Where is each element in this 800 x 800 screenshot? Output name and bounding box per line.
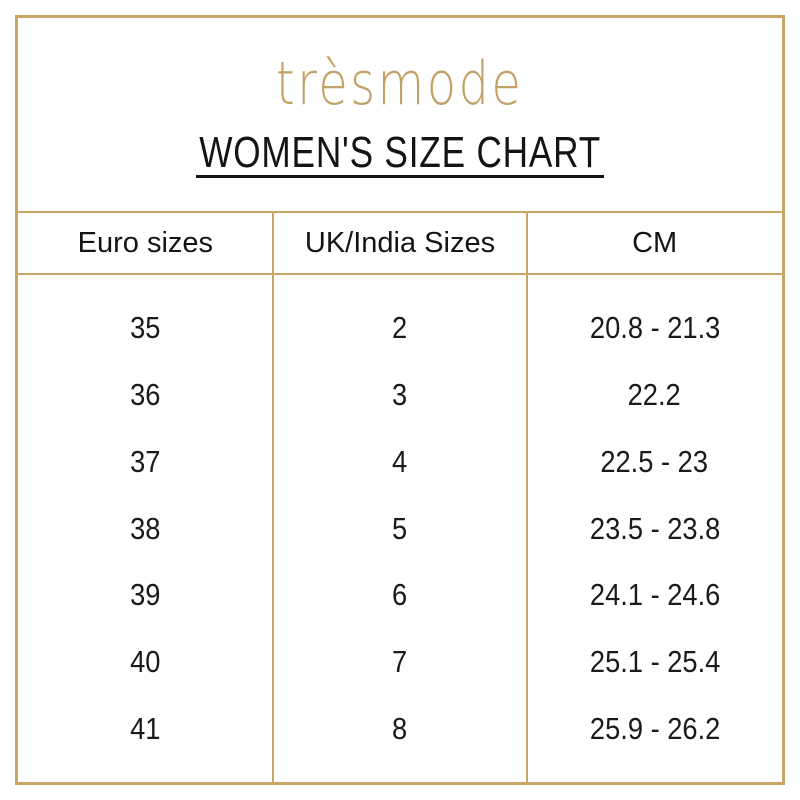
cm-range-value: 22.5 - 23 — [600, 443, 709, 479]
column-header-euro-sizes: Euro sizes — [77, 226, 214, 259]
uk-india-size-cell: 5 — [273, 495, 528, 562]
table-row: 37 4 22.5 - 23 — [18, 428, 782, 495]
cm-range-value: 20.8 - 21.3 — [589, 310, 720, 346]
cm-range-cell: 23.5 - 23.8 — [527, 495, 782, 562]
column-header-cm: CM — [632, 226, 678, 259]
euro-size-cell: 39 — [18, 562, 273, 629]
uk-india-size-cell: 8 — [273, 695, 528, 762]
uk-india-size-cell: 7 — [273, 629, 528, 696]
cm-range-value: 24.1 - 24.6 — [589, 577, 720, 613]
table-row: 38 5 23.5 - 23.8 — [18, 495, 782, 562]
table-body: 35 2 20.8 - 21.3 36 3 22.2 37 4 22.5 - 2… — [18, 275, 782, 782]
uk-india-size-cell: 4 — [273, 428, 528, 495]
uk-india-size-value: 4 — [392, 443, 408, 479]
table-row: 36 3 22.2 — [18, 362, 782, 429]
uk-india-size-cell: 2 — [273, 295, 528, 362]
column-header-uk-india-sizes: UK/India Sizes — [304, 226, 496, 259]
euro-size-cell: 36 — [18, 362, 273, 429]
table-row: 40 7 25.1 - 25.4 — [18, 629, 782, 696]
cm-range-cell: 22.5 - 23 — [527, 428, 782, 495]
cm-range-cell: 20.8 - 21.3 — [527, 295, 782, 362]
euro-size-cell: 41 — [18, 695, 273, 762]
column-divider — [271, 211, 274, 782]
brand-logo: trèsmode — [276, 49, 524, 119]
uk-india-size-value: 3 — [392, 377, 408, 413]
title-row: WOMEN'S SIZE CHART — [18, 131, 782, 178]
table-row: 39 6 24.1 - 24.6 — [18, 562, 782, 629]
euro-size-cell: 38 — [18, 495, 273, 562]
euro-size-cell: 37 — [18, 428, 273, 495]
cm-range-value: 22.2 — [628, 377, 682, 413]
euro-size-value: 35 — [130, 310, 161, 346]
euro-size-value: 39 — [130, 577, 161, 613]
uk-india-size-value: 2 — [392, 310, 408, 346]
uk-india-size-value: 6 — [392, 577, 408, 613]
column-divider — [526, 211, 529, 782]
gold-frame: trèsmode WOMEN'S SIZE CHART Euro sizes U… — [15, 15, 785, 785]
euro-size-value: 36 — [130, 377, 161, 413]
euro-size-value: 40 — [130, 643, 161, 679]
euro-size-value: 37 — [130, 443, 161, 479]
brand-area: trèsmode WOMEN'S SIZE CHART — [18, 18, 782, 211]
euro-size-value: 38 — [130, 510, 161, 546]
table-row: 41 8 25.9 - 26.2 — [18, 695, 782, 762]
table-header-row: Euro sizes UK/India Sizes CM — [18, 211, 782, 275]
euro-size-cell: 40 — [18, 629, 273, 696]
cm-range-value: 25.9 - 26.2 — [589, 710, 720, 746]
cm-range-value: 23.5 - 23.8 — [589, 510, 720, 546]
uk-india-size-cell: 6 — [273, 562, 528, 629]
size-table: Euro sizes UK/India Sizes CM 35 2 20.8 -… — [18, 211, 782, 782]
cm-range-cell: 22.2 — [527, 362, 782, 429]
uk-india-size-value: 5 — [392, 510, 408, 546]
cm-range-cell: 25.1 - 25.4 — [527, 629, 782, 696]
cm-range-cell: 25.9 - 26.2 — [527, 695, 782, 762]
page-title: WOMEN'S SIZE CHART — [195, 131, 605, 178]
table-row: 35 2 20.8 - 21.3 — [18, 295, 782, 362]
uk-india-size-value: 8 — [392, 710, 408, 746]
uk-india-size-value: 7 — [392, 643, 408, 679]
cm-range-value: 25.1 - 25.4 — [589, 643, 720, 679]
euro-size-cell: 35 — [18, 295, 273, 362]
euro-size-value: 41 — [130, 710, 161, 746]
uk-india-size-cell: 3 — [273, 362, 528, 429]
cm-range-cell: 24.1 - 24.6 — [527, 562, 782, 629]
